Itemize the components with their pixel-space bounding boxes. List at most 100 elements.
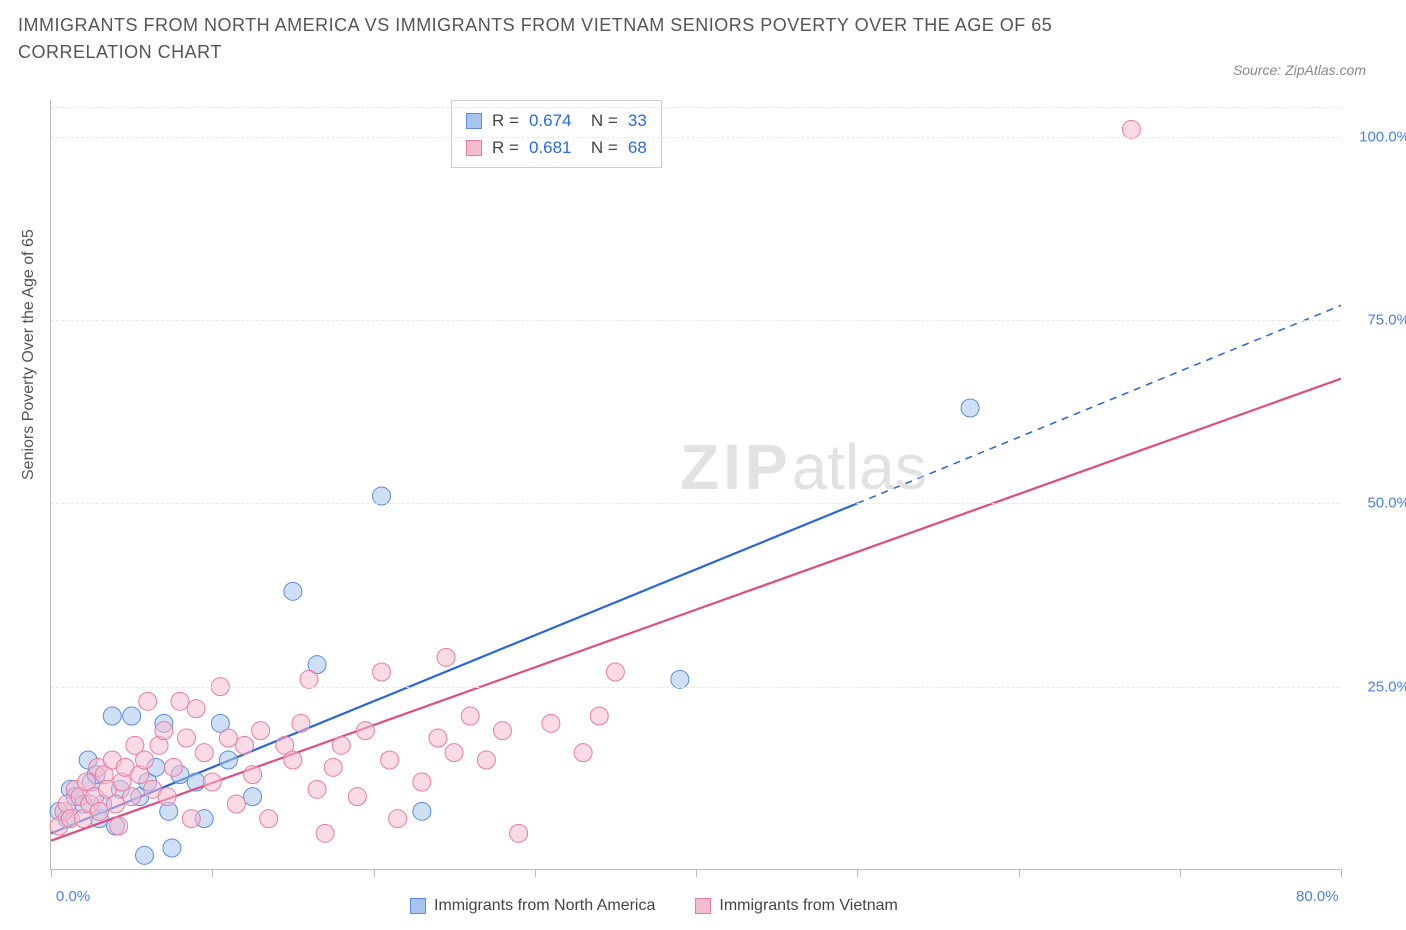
data-point bbox=[203, 773, 221, 791]
stat-row: R = 0.681 N = 68 bbox=[466, 134, 647, 161]
data-point bbox=[373, 663, 391, 681]
data-point bbox=[316, 824, 334, 842]
gridline bbox=[51, 107, 1340, 108]
data-point bbox=[236, 736, 254, 754]
stat-r-label: R = bbox=[492, 134, 519, 161]
stat-row: R = 0.674 N = 33 bbox=[466, 107, 647, 134]
data-point bbox=[90, 802, 108, 820]
data-point bbox=[413, 802, 431, 820]
data-point bbox=[177, 729, 195, 747]
x-tick bbox=[51, 869, 52, 877]
data-point bbox=[187, 700, 205, 718]
data-point bbox=[136, 846, 154, 864]
data-point bbox=[381, 751, 399, 769]
chart-svg bbox=[51, 100, 1340, 869]
y-tick-label: 100.0% bbox=[1350, 128, 1406, 145]
x-tick bbox=[1180, 869, 1181, 877]
data-point bbox=[244, 788, 262, 806]
data-point bbox=[123, 707, 141, 725]
data-point bbox=[182, 810, 200, 828]
data-point bbox=[163, 839, 181, 857]
data-point bbox=[510, 824, 528, 842]
data-point bbox=[158, 788, 176, 806]
x-tick bbox=[374, 869, 375, 877]
legend-item: Immigrants from Vietnam bbox=[695, 897, 897, 915]
data-point bbox=[244, 766, 262, 784]
data-point bbox=[103, 707, 121, 725]
data-point bbox=[671, 670, 689, 688]
x-tick bbox=[857, 869, 858, 877]
data-point bbox=[227, 795, 245, 813]
bottom-legend: Immigrants from North America Immigrants … bbox=[410, 897, 898, 915]
data-point bbox=[961, 399, 979, 417]
data-point bbox=[542, 714, 560, 732]
trend-line bbox=[51, 503, 857, 833]
stat-n-value: 68 bbox=[628, 134, 647, 161]
stat-n-value: 33 bbox=[628, 107, 647, 134]
data-point bbox=[219, 729, 237, 747]
gridline bbox=[51, 503, 1340, 504]
legend-label: Immigrants from Vietnam bbox=[719, 897, 897, 915]
data-point bbox=[389, 810, 407, 828]
legend-swatch bbox=[695, 898, 711, 914]
data-point bbox=[356, 722, 374, 740]
data-point bbox=[1122, 120, 1140, 138]
data-point bbox=[219, 751, 237, 769]
data-point bbox=[195, 744, 213, 762]
data-point bbox=[332, 736, 350, 754]
x-tick-label: 80.0% bbox=[1296, 888, 1339, 905]
data-point bbox=[445, 744, 463, 762]
y-tick-label: 75.0% bbox=[1350, 312, 1406, 329]
data-point bbox=[107, 795, 125, 813]
plot-area: R = 0.674 N = 33R = 0.681 N = 68 25.0%50… bbox=[50, 100, 1340, 870]
data-point bbox=[300, 670, 318, 688]
data-point bbox=[348, 788, 366, 806]
data-point bbox=[171, 692, 189, 710]
x-tick bbox=[696, 869, 697, 877]
gridline bbox=[51, 320, 1340, 321]
stat-r-value: 0.674 bbox=[529, 107, 572, 134]
x-tick bbox=[1341, 869, 1342, 877]
x-tick-label: 0.0% bbox=[56, 888, 90, 905]
data-point bbox=[155, 722, 173, 740]
data-point bbox=[110, 817, 128, 835]
data-point bbox=[284, 751, 302, 769]
data-point bbox=[324, 758, 342, 776]
data-point bbox=[123, 788, 141, 806]
data-point bbox=[136, 751, 154, 769]
source-label: Source: ZipAtlas.com bbox=[1233, 62, 1366, 78]
x-tick bbox=[1019, 869, 1020, 877]
legend-item: Immigrants from North America bbox=[410, 897, 655, 915]
gridline bbox=[51, 687, 1340, 688]
data-point bbox=[437, 648, 455, 666]
x-tick bbox=[535, 869, 536, 877]
y-axis-label: Seniors Poverty Over the Age of 65 bbox=[20, 229, 38, 480]
data-point bbox=[292, 714, 310, 732]
y-tick-label: 50.0% bbox=[1350, 495, 1406, 512]
data-point bbox=[477, 751, 495, 769]
data-point bbox=[165, 758, 183, 776]
legend-swatch bbox=[466, 113, 482, 129]
legend-swatch bbox=[410, 898, 426, 914]
data-point bbox=[308, 780, 326, 798]
data-point bbox=[260, 810, 278, 828]
data-point bbox=[606, 663, 624, 681]
legend-swatch bbox=[466, 140, 482, 156]
data-point bbox=[252, 722, 270, 740]
stat-r-label: R = bbox=[492, 107, 519, 134]
x-tick bbox=[212, 869, 213, 877]
data-point bbox=[494, 722, 512, 740]
data-point bbox=[284, 582, 302, 600]
data-point bbox=[373, 487, 391, 505]
data-point bbox=[461, 707, 479, 725]
gridline bbox=[51, 137, 1340, 138]
stat-n-label: N = bbox=[581, 107, 617, 134]
stats-box: R = 0.674 N = 33R = 0.681 N = 68 bbox=[451, 100, 662, 168]
data-point bbox=[139, 692, 157, 710]
data-point bbox=[590, 707, 608, 725]
stat-r-value: 0.681 bbox=[529, 134, 572, 161]
data-point bbox=[429, 729, 447, 747]
stat-n-label: N = bbox=[581, 134, 617, 161]
data-point bbox=[574, 744, 592, 762]
legend-label: Immigrants from North America bbox=[434, 897, 655, 915]
